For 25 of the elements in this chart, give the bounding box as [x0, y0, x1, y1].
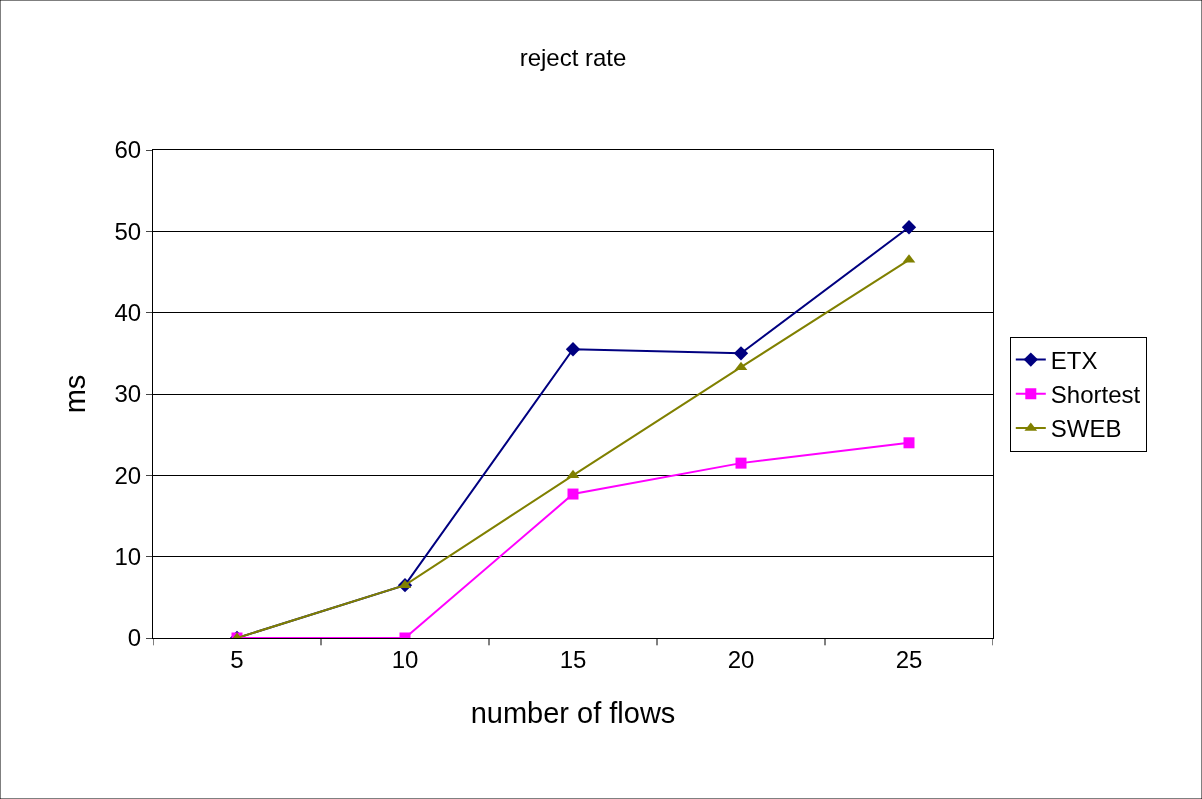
x-tick-label: 25 [895, 645, 923, 673]
x-tick-label: 20 [727, 645, 755, 673]
point [567, 488, 579, 500]
x-axis-title: number of flows [470, 696, 676, 729]
y-tick-label: 40 [114, 299, 142, 327]
x-tick-label: 10 [391, 645, 419, 673]
y-tick-label: 10 [114, 543, 142, 571]
y-axis-title: ms [58, 374, 91, 414]
x-tick-label: 5 [230, 645, 244, 673]
point [903, 437, 915, 449]
chart-title: reject rate [519, 44, 627, 72]
point [735, 457, 747, 469]
point [565, 342, 581, 357]
point [733, 346, 749, 361]
legend-label: ETX [1050, 346, 1098, 374]
point [566, 469, 580, 479]
y-tick-label: 30 [114, 380, 142, 408]
y-tick-label: 50 [114, 217, 142, 245]
x-tick-label: 15 [559, 645, 587, 673]
legend-label: Shortest [1050, 381, 1141, 409]
point [901, 220, 917, 235]
y-tick-label: 20 [114, 461, 142, 489]
legend-label: SWEB [1050, 415, 1122, 443]
y-tick-label: 0 [127, 624, 142, 652]
y-tick-label: 60 [114, 136, 142, 164]
